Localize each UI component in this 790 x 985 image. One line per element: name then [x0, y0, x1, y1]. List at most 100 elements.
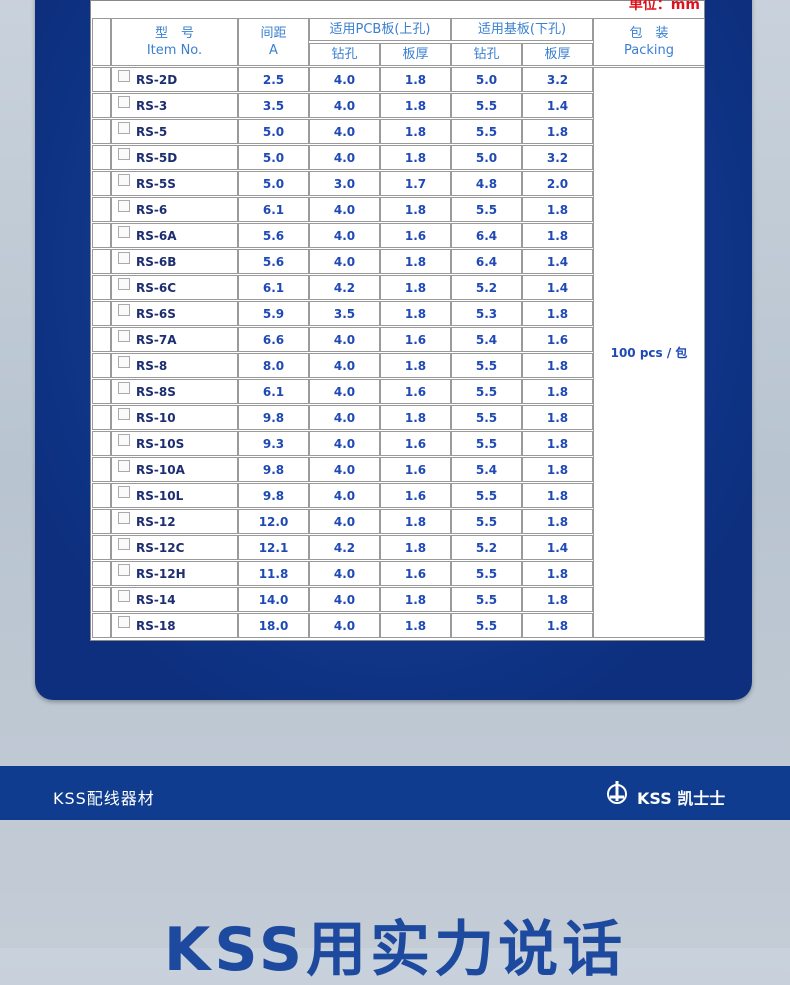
value-cell: 6.6 — [238, 327, 309, 352]
checkbox — [118, 95, 130, 108]
value-cell: 5.4 — [451, 327, 522, 352]
row-select — [92, 535, 111, 560]
item-cell: RS-8 — [111, 353, 238, 378]
value-cell: 4.0 — [309, 197, 380, 222]
value-cell: 4.0 — [309, 561, 380, 586]
value-cell: 5.0 — [451, 67, 522, 92]
spec-sheet: 型 号 Item No. 间距 A 适用PCB板(上孔) 适用基板(下孔) 钻孔 板厚 钻孔 板厚… — [90, 0, 705, 641]
item-cell: RS-7A — [111, 327, 238, 352]
checkbox — [118, 277, 130, 290]
value-cell: 4.0 — [309, 431, 380, 456]
checkbox — [118, 121, 130, 134]
item-cell: RS-5D — [111, 145, 238, 170]
value-cell: 1.8 — [380, 301, 451, 326]
item-cell: RS-12H — [111, 561, 238, 586]
checkbox — [118, 563, 130, 576]
value-cell: 1.8 — [522, 483, 593, 508]
value-cell: 9.8 — [238, 405, 309, 430]
header-sub: 钻孔 — [309, 43, 380, 66]
checkbox — [118, 615, 130, 628]
value-cell: 6.1 — [238, 379, 309, 404]
value-cell: 1.8 — [380, 353, 451, 378]
value-cell: 6.1 — [238, 197, 309, 222]
item-cell: RS-6A — [111, 223, 238, 248]
value-cell: 5.0 — [238, 145, 309, 170]
brand-logo — [607, 781, 627, 804]
value-cell: 1.4 — [522, 93, 593, 118]
value-cell: 5.5 — [451, 509, 522, 534]
value-cell: 1.8 — [380, 405, 451, 430]
value-cell: 1.8 — [380, 535, 451, 560]
value-cell: 2.0 — [522, 171, 593, 196]
item-cell: RS-6C — [111, 275, 238, 300]
value-cell: 4.8 — [451, 171, 522, 196]
value-cell: 5.2 — [451, 275, 522, 300]
value-cell: 5.0 — [451, 145, 522, 170]
value-cell: 5.0 — [238, 119, 309, 144]
checkbox — [118, 589, 130, 602]
item-cell: RS-6S — [111, 301, 238, 326]
value-cell: 1.6 — [522, 327, 593, 352]
checkbox — [118, 511, 130, 524]
value-cell: 1.8 — [380, 119, 451, 144]
value-cell: 11.8 — [238, 561, 309, 586]
value-cell: 1.8 — [380, 249, 451, 274]
checkbox — [118, 251, 130, 264]
value-cell: 1.8 — [522, 457, 593, 482]
row-select — [92, 379, 111, 404]
item-cell: RS-2D — [111, 67, 238, 92]
value-cell: 1.4 — [522, 275, 593, 300]
checkbox — [118, 537, 130, 550]
value-cell: 2.5 — [238, 67, 309, 92]
value-cell: 6.4 — [451, 223, 522, 248]
value-cell: 6.1 — [238, 275, 309, 300]
value-cell: 4.0 — [309, 353, 380, 378]
row-select — [92, 197, 111, 222]
checkbox — [118, 225, 130, 238]
row-select — [92, 509, 111, 534]
header-text: A — [269, 43, 278, 58]
item-cell: RS-10 — [111, 405, 238, 430]
value-cell: 4.0 — [309, 613, 380, 638]
checkbox — [118, 199, 130, 212]
value-cell: 5.2 — [451, 535, 522, 560]
value-cell: 1.8 — [522, 197, 593, 222]
header-sub: 板厚 — [522, 43, 593, 66]
row-select — [92, 405, 111, 430]
value-cell: 1.6 — [380, 379, 451, 404]
value-cell: 5.6 — [238, 223, 309, 248]
value-cell: 5.0 — [238, 171, 309, 196]
checkbox-header — [92, 18, 111, 66]
value-cell: 5.5 — [451, 353, 522, 378]
header-pcb: 适用PCB板(上孔) — [309, 18, 451, 41]
banner-left: KSS配线器材 — [53, 789, 155, 808]
checkbox — [118, 459, 130, 472]
checkbox — [118, 407, 130, 420]
value-cell: 3.0 — [309, 171, 380, 196]
unit-label: 单位：mm — [628, 0, 700, 13]
row-select — [92, 327, 111, 352]
value-cell: 1.8 — [522, 405, 593, 430]
value-cell: 4.0 — [309, 509, 380, 534]
checkbox — [118, 355, 130, 368]
slogan: KSS用实力说话 — [163, 915, 627, 985]
row-select — [92, 249, 111, 274]
value-cell: 1.8 — [522, 561, 593, 586]
value-cell: 9.3 — [238, 431, 309, 456]
value-cell: 1.6 — [380, 431, 451, 456]
value-cell: 1.4 — [522, 249, 593, 274]
value-cell: 1.6 — [380, 327, 451, 352]
value-cell: 1.8 — [522, 587, 593, 612]
value-cell: 1.6 — [380, 483, 451, 508]
header-text: 间距 — [260, 26, 287, 41]
header-text: 型 号 — [154, 26, 194, 41]
value-cell: 1.8 — [380, 93, 451, 118]
item-cell: RS-18 — [111, 613, 238, 638]
checkbox — [118, 147, 130, 160]
value-cell: 1.8 — [380, 613, 451, 638]
checkbox — [118, 173, 130, 186]
value-cell: 12.1 — [238, 535, 309, 560]
value-cell: 8.0 — [238, 353, 309, 378]
brand-name: KSS 凯士士 — [637, 789, 726, 808]
checkbox — [118, 69, 130, 82]
